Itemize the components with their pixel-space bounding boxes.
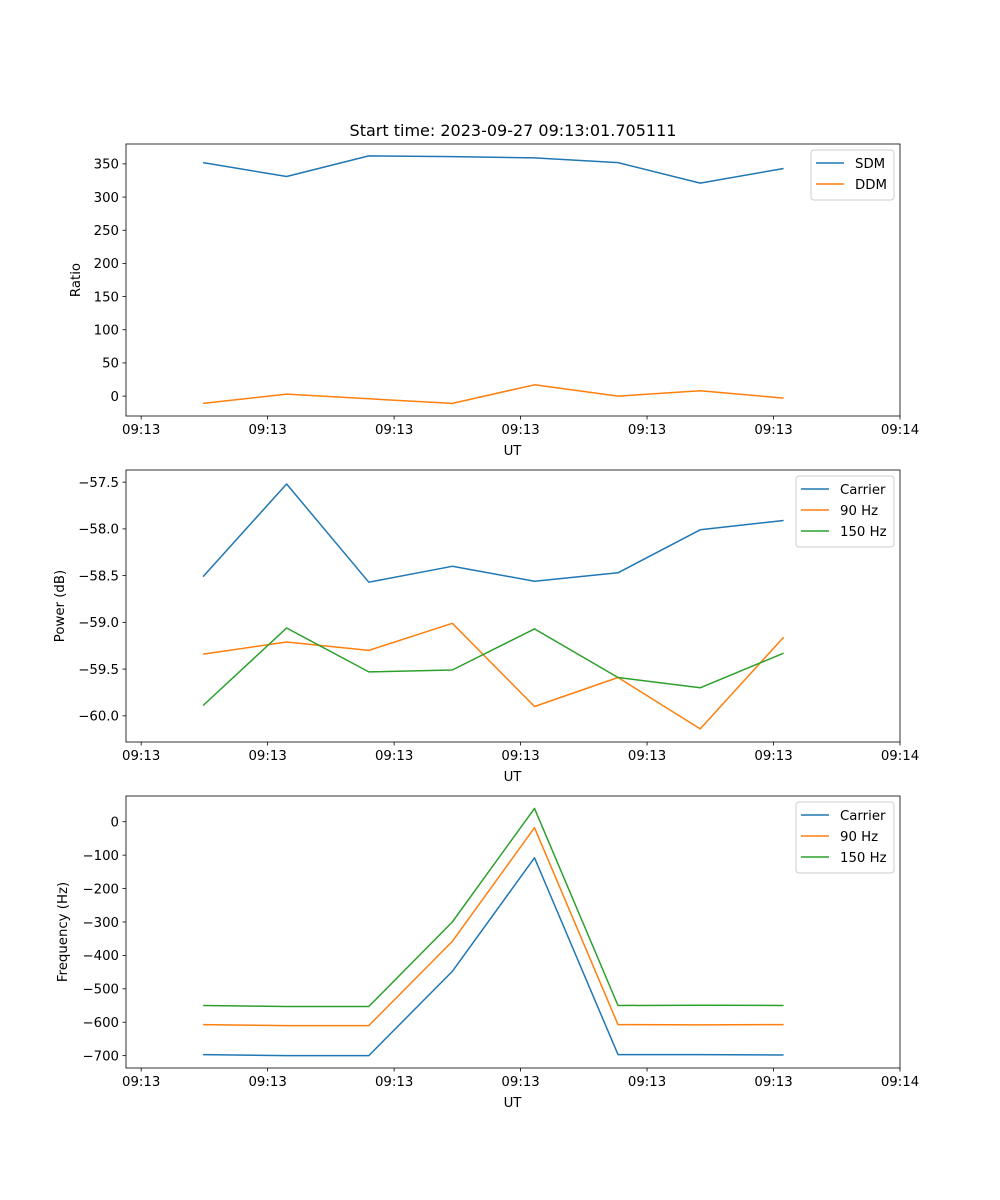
x-tick-label: 09:13 (375, 1075, 413, 1090)
x-tick-label: 09:13 (754, 749, 792, 764)
x-tick-label: 09:13 (248, 423, 286, 438)
x-tick-label: 09:13 (501, 1075, 539, 1090)
panels: 09:13 09:13 09:13 09:13 09:13 09:13 09:14 UT 0 50… (53, 143, 919, 1111)
y-tick-label: 350 (94, 158, 119, 173)
y-axis-label: Frequency (Hz) (56, 882, 71, 982)
series-line-carrier (202, 483, 784, 583)
x-tick-label: 09:13 (122, 423, 160, 438)
legend-label: 90 Hz (840, 504, 878, 519)
legend-box (795, 475, 895, 548)
y-axis-label: Power (dB) (53, 570, 68, 642)
x-tick-label: 09:13 (754, 423, 792, 438)
x-tick-label: 09:13 (628, 1075, 666, 1090)
y-tick-label: −300 (82, 916, 119, 931)
figure-title: Start time: 2023-09-27 09:13:01.705111 (350, 121, 677, 140)
x-tick-label: 09:13 (122, 749, 160, 764)
legend: Carrier 90 Hz 150 Hz (795, 801, 895, 874)
legend-label: 90 Hz (840, 830, 878, 845)
series-line-90-hz (202, 622, 785, 730)
axes-frame (125, 469, 901, 743)
x-tick-label: 09:13 (122, 1075, 160, 1090)
x-tick-label: 09:13 (628, 749, 666, 764)
x-tick-label: 09:13 (248, 749, 286, 764)
x-tick-label: 09:13 (628, 423, 666, 438)
y-tick-label: 100 (94, 324, 119, 339)
y-tick-label: −600 (82, 1016, 119, 1031)
y-axis-label: Ratio (69, 263, 84, 297)
y-tick-label: −200 (82, 882, 119, 897)
chart-panel-1: 09:13 09:13 09:13 09:13 09:13 09:13 09:14 UT 0 50… (69, 143, 919, 459)
y-tick-label: 0 (111, 816, 119, 831)
legend-label: 150 Hz (840, 525, 887, 540)
x-tick-label: 09:14 (881, 749, 919, 764)
x-axis-label: UT (504, 770, 523, 785)
x-axis-label: UT (504, 444, 523, 459)
legend-label: 150 Hz (840, 851, 887, 866)
chart-panel-2: 09:13 09:13 09:13 09:13 09:13 09:13 09:14 UT −60… (53, 469, 919, 785)
axes-frame (125, 143, 901, 417)
y-tick-label: 300 (94, 191, 119, 206)
series-line-carrier (203, 857, 784, 1057)
y-tick-label: −60.0 (78, 710, 119, 725)
legend-box (795, 801, 895, 874)
series-line-sdm (202, 155, 784, 184)
y-tick-label: −700 (82, 1049, 119, 1064)
y-tick-label: −59.5 (78, 663, 119, 678)
legend-label: Carrier (840, 483, 886, 498)
y-tick-label: −100 (82, 849, 119, 864)
legend-label: SDM (855, 157, 885, 172)
legend: Carrier 90 Hz 150 Hz (795, 475, 895, 548)
chart-panel-3: 09:13 09:13 09:13 09:13 09:13 09:13 09:14 UT −70… (56, 795, 919, 1111)
legend-label: DDM (855, 178, 887, 193)
x-tick-label: 09:13 (501, 749, 539, 764)
x-tick-label: 09:14 (881, 1075, 919, 1090)
x-tick-label: 09:13 (248, 1075, 286, 1090)
x-tick-label: 09:13 (375, 423, 413, 438)
legend: SDM DDM (810, 149, 895, 201)
legend-label: Carrier (840, 809, 886, 824)
x-tick-label: 09:13 (501, 423, 539, 438)
x-tick-label: 09:13 (375, 749, 413, 764)
axes-frame (125, 795, 901, 1069)
y-tick-label: −57.5 (78, 476, 119, 491)
x-tick-label: 09:13 (754, 1075, 792, 1090)
y-tick-label: −500 (82, 983, 119, 998)
y-tick-label: −400 (82, 949, 119, 964)
y-tick-label: 150 (94, 290, 119, 305)
y-tick-label: −58.0 (78, 523, 119, 538)
y-tick-label: 50 (102, 357, 119, 372)
y-tick-label: −59.0 (78, 616, 119, 631)
y-tick-label: 250 (94, 224, 119, 239)
y-tick-label: 200 (94, 257, 119, 272)
series-line-90-hz (203, 826, 784, 1027)
series-line-150-hz (202, 627, 784, 707)
x-tick-label: 09:14 (881, 423, 919, 438)
series-line-ddm (203, 384, 784, 405)
x-axis-label: UT (504, 1096, 523, 1111)
series-line-150-hz (203, 807, 784, 1008)
y-tick-label: −58.5 (78, 569, 119, 584)
y-tick-label: 0 (111, 390, 119, 405)
